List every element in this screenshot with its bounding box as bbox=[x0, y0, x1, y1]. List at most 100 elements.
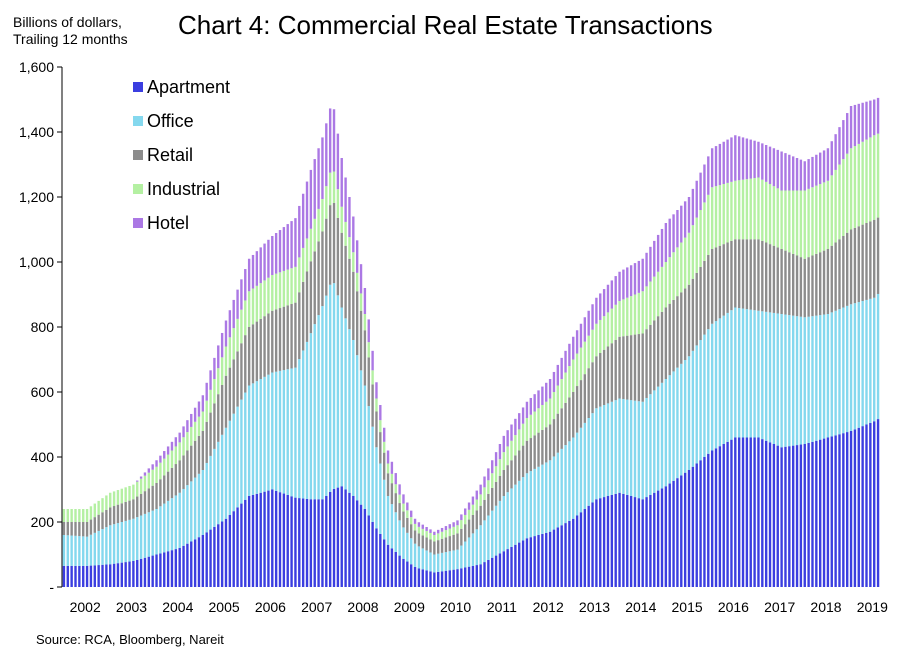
bar-segment-hotel bbox=[795, 158, 799, 191]
bar-segment-apartment bbox=[155, 554, 158, 587]
bar-segment-retail bbox=[560, 408, 563, 449]
bar-segment-hotel bbox=[224, 320, 228, 347]
bar-segment-retail bbox=[143, 491, 147, 514]
bar-segment-apartment bbox=[853, 429, 857, 587]
bar-segment-office bbox=[564, 445, 567, 524]
bar-segment-retail bbox=[819, 252, 822, 316]
bar-segment-office bbox=[587, 418, 590, 506]
bar-segment-apartment bbox=[355, 500, 359, 587]
bar-segment-hotel bbox=[556, 364, 560, 386]
bar-segment-apartment bbox=[325, 496, 328, 587]
bar-segment-industrial bbox=[120, 488, 123, 504]
bar-segment-hotel bbox=[147, 468, 151, 473]
bar-segment-industrial bbox=[375, 398, 378, 412]
bar-segment-apartment bbox=[602, 497, 606, 587]
bar-segment-apartment bbox=[147, 556, 151, 587]
bar-segment-hotel bbox=[637, 260, 641, 293]
bar-segment-retail bbox=[822, 250, 826, 315]
bar-segment-office bbox=[656, 386, 660, 491]
bar-segment-apartment bbox=[301, 498, 305, 587]
bar-segment-industrial bbox=[105, 495, 108, 510]
bar-segment-retail bbox=[186, 450, 189, 486]
bar-segment-hotel bbox=[815, 154, 818, 186]
bar-segment-hotel bbox=[174, 437, 178, 447]
bar-segment-retail bbox=[278, 308, 282, 371]
bar-segment-apartment bbox=[672, 480, 675, 587]
bar-segment-apartment bbox=[757, 437, 760, 587]
bar-segment-retail bbox=[741, 239, 745, 309]
bar-segment-apartment bbox=[506, 549, 509, 587]
bar-segment-office bbox=[737, 308, 741, 438]
bar-segment-apartment bbox=[764, 440, 768, 587]
bar-segment-office bbox=[66, 535, 69, 566]
bar-segment-apartment bbox=[749, 437, 752, 587]
bar-segment-hotel bbox=[278, 230, 282, 273]
bar-segment-office bbox=[826, 314, 830, 438]
bar-segment-apartment bbox=[525, 538, 529, 587]
bar-segment-office bbox=[803, 317, 806, 444]
y-tick-label: 400 bbox=[31, 449, 55, 465]
bar-segment-industrial bbox=[390, 473, 394, 484]
bar-segment-office bbox=[325, 295, 328, 496]
bar-segment-industrial bbox=[124, 487, 127, 502]
bar-segment-hotel bbox=[545, 382, 548, 402]
bar-segment-retail bbox=[834, 242, 837, 311]
bar-segment-apartment bbox=[491, 557, 494, 587]
bar-segment-industrial bbox=[70, 509, 73, 522]
bar-segment-hotel bbox=[514, 418, 517, 436]
bar-segment-industrial bbox=[159, 462, 162, 480]
bar-segment-hotel bbox=[464, 508, 467, 515]
bar-segment-industrial bbox=[680, 242, 683, 293]
bar-segment-office bbox=[676, 367, 679, 479]
bar-segment-apartment bbox=[656, 490, 660, 587]
bar-segment-hotel bbox=[371, 350, 374, 371]
bar-segment-hotel bbox=[687, 197, 691, 233]
bar-segment-apartment bbox=[494, 555, 498, 587]
bar-segment-apartment bbox=[128, 561, 131, 587]
x-tick-label: 2013 bbox=[579, 599, 610, 615]
x-tick-label: 2009 bbox=[394, 599, 425, 615]
bar-segment-apartment bbox=[575, 515, 579, 587]
bar-segment-office bbox=[664, 379, 668, 487]
bar-segment-industrial bbox=[846, 153, 849, 233]
bar-segment-office bbox=[286, 369, 289, 495]
bar-segment-retail bbox=[205, 421, 208, 463]
bar-segment-industrial bbox=[560, 379, 563, 409]
bar-segment-industrial bbox=[271, 275, 274, 311]
bar-segment-office bbox=[514, 484, 517, 545]
bar-segment-office bbox=[741, 308, 745, 438]
bar-segment-retail bbox=[645, 329, 648, 398]
bar-segment-hotel bbox=[328, 108, 332, 173]
bar-segment-retail bbox=[348, 258, 351, 330]
bar-segment-retail bbox=[456, 533, 459, 550]
bar-segment-retail bbox=[274, 309, 278, 372]
bar-segment-industrial bbox=[363, 314, 367, 331]
bar-segment-office bbox=[147, 512, 151, 557]
bar-segment-office bbox=[120, 522, 123, 563]
bar-segment-office bbox=[213, 448, 216, 527]
legend-label-retail: Retail bbox=[147, 145, 193, 165]
bar-segment-office bbox=[491, 510, 494, 558]
bar-segment-hotel bbox=[467, 502, 471, 510]
bar-segment-industrial bbox=[602, 316, 606, 350]
bar-segment-office bbox=[710, 323, 714, 451]
bar-segment-hotel bbox=[201, 395, 205, 412]
bar-segment-office bbox=[224, 427, 228, 519]
bar-segment-office bbox=[448, 551, 451, 571]
bar-segment-hotel bbox=[417, 522, 421, 527]
bar-segment-hotel bbox=[479, 484, 482, 495]
bar-segment-office bbox=[610, 401, 614, 495]
x-tick-label: 2016 bbox=[718, 599, 749, 615]
bar-segment-hotel bbox=[548, 379, 552, 399]
bar-segment-office bbox=[699, 340, 702, 461]
bar-segment-office bbox=[390, 504, 394, 549]
y-tick-label: - bbox=[49, 579, 54, 595]
bar-segment-office bbox=[876, 293, 880, 420]
bar-segment-apartment bbox=[521, 540, 525, 587]
bar-segment-hotel bbox=[610, 280, 614, 309]
bar-segment-office bbox=[626, 399, 629, 495]
bar-segment-office bbox=[618, 398, 621, 493]
bar-segment-industrial bbox=[664, 262, 668, 308]
bar-segment-office bbox=[784, 314, 787, 447]
bar-segment-retail bbox=[795, 255, 799, 317]
